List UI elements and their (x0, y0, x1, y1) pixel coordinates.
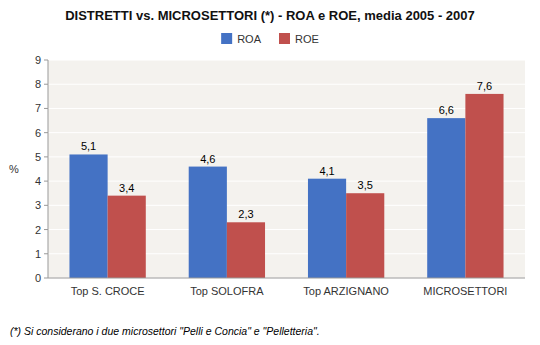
data-label: 4,6 (200, 153, 215, 165)
chart-svg: 0 1 2 3 4 5 6 7 8 9% 5,1 3,4 4,6 2,3 4,1 3,5 6,6 7,6 Top S… (0, 0, 540, 345)
footnote: (*) Si considerano i due microsettori "P… (10, 325, 320, 337)
y-tick-label: 0 (35, 272, 41, 284)
legend-item: ROA (221, 33, 262, 45)
grid-line (48, 278, 525, 279)
legend-swatch (279, 33, 290, 44)
y-tick-label: 1 (35, 248, 41, 260)
data-label: 4,1 (319, 165, 334, 177)
x-axis-line (48, 278, 525, 279)
bar (108, 196, 146, 278)
bar (69, 154, 107, 278)
grid-line (48, 60, 525, 61)
bar (308, 179, 346, 278)
y-tick-label: 4 (35, 175, 41, 187)
legend-swatch (221, 33, 232, 44)
y-axis-label: % (9, 163, 19, 175)
bar (346, 193, 384, 278)
data-label: 6,6 (439, 104, 454, 116)
tick-mark (44, 60, 48, 61)
tick-mark (44, 132, 48, 133)
tick-mark (44, 181, 48, 182)
tick-mark (44, 253, 48, 254)
x-tick-label: Top ARZIGNANO (303, 285, 389, 297)
bar (465, 94, 503, 278)
tick-mark (44, 229, 48, 230)
data-labels: 5,1 3,4 4,6 2,3 4,1 3,5 6,6 7,6 (81, 80, 492, 220)
x-tick-label: MICROSETTORI (423, 285, 507, 297)
chart-container: 0 1 2 3 4 5 6 7 8 9% 5,1 3,4 4,6 2,3 4,1 3,5 6,6 7,6 Top S… (0, 0, 540, 345)
tick-mark (44, 278, 48, 279)
x-tick-label: Top SOLOFRA (190, 285, 264, 297)
y-axis-line (48, 60, 49, 278)
data-label: 7,6 (477, 80, 492, 92)
chart-title: DISTRETTI vs. MICROSETTORI (*) - ROA e R… (65, 8, 475, 23)
bars (69, 94, 503, 278)
grid-line (48, 84, 525, 85)
tick-mark (44, 84, 48, 85)
tick-mark (44, 156, 48, 157)
data-label: 2,3 (238, 208, 253, 220)
legend-item: ROE (279, 33, 319, 45)
bar (227, 222, 265, 278)
y-tick-label: 2 (35, 224, 41, 236)
y-tick-label: 7 (35, 102, 41, 114)
y-tick-label: 8 (35, 78, 41, 90)
x-tick-label: Top S. CROCE (71, 285, 145, 297)
bar (427, 118, 465, 278)
data-label: 3,5 (358, 179, 373, 191)
legend-label: ROA (237, 33, 262, 45)
tick-mark (44, 108, 48, 109)
plot-background (48, 60, 525, 278)
data-label: 3,4 (119, 182, 134, 194)
legend-label: ROE (295, 33, 319, 45)
bar (189, 167, 227, 278)
y-tick-label: 3 (35, 199, 41, 211)
y-tick-label: 9 (35, 54, 41, 66)
legend: ROA ROE (221, 33, 319, 45)
y-tick-label: 5 (35, 151, 41, 163)
tick-mark (44, 205, 48, 206)
y-tick-label: 6 (35, 127, 41, 139)
data-label: 5,1 (81, 140, 96, 152)
